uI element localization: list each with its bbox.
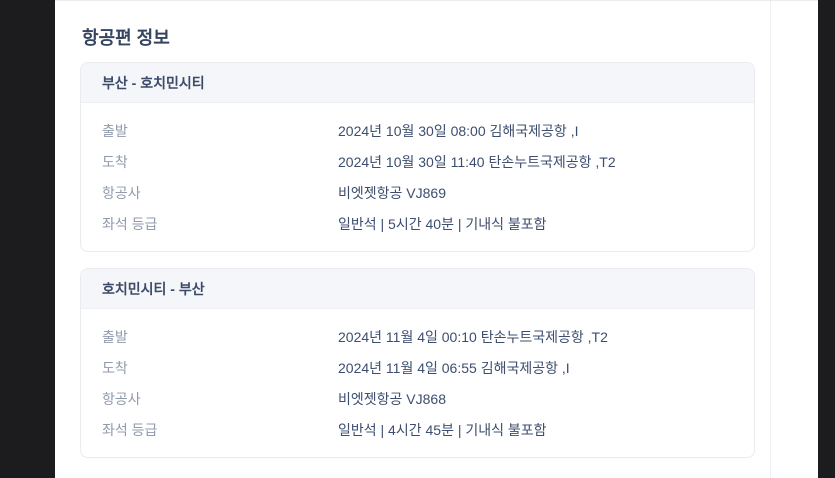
seat-class-label: 좌석 등급 <box>102 215 158 232</box>
departure-value: 2024년 10월 30일 08:00 김해국제공항 ,I <box>338 122 579 139</box>
arrival-label: 도착 <box>102 153 128 170</box>
flight-details-return: 출발 2024년 11월 4일 00:10 탄손누트국제공항 ,T2 도착 20… <box>81 309 754 457</box>
arrival-value: 2024년 10월 30일 11:40 탄손누트국제공항 ,T2 <box>338 153 616 170</box>
airline-value: 비엣젯항공 VJ868 <box>338 390 446 407</box>
table-row: 좌석 등급 일반석 | 4시간 45분 | 기내식 불포함 <box>102 414 733 445</box>
flight-card-return: 호치민시티 - 부산 출발 2024년 11월 4일 00:10 탄손누트국제공… <box>80 268 755 458</box>
route-label: 호치민시티 - 부산 <box>102 280 205 297</box>
departure-value: 2024년 11월 4일 00:10 탄손누트국제공항 ,T2 <box>338 328 608 345</box>
airline-value: 비엣젯항공 VJ869 <box>338 184 446 201</box>
seat-class-value: 일반석 | 4시간 45분 | 기내식 불포함 <box>338 421 547 438</box>
route-header-return: 호치민시티 - 부산 <box>81 269 754 309</box>
table-row: 도착 2024년 10월 30일 11:40 탄손누트국제공항 ,T2 <box>102 146 733 177</box>
table-row: 출발 2024년 10월 30일 08:00 김해국제공항 ,I <box>102 115 733 146</box>
content-area: 항공편 정보 부산 - 호치민시티 출발 2024년 10월 30일 08:00… <box>55 0 818 478</box>
content-edge-divider <box>770 1 771 478</box>
flight-info-panel: 항공편 정보 부산 - 호치민시티 출발 2024년 10월 30일 08:00… <box>80 28 755 474</box>
route-header-outbound: 부산 - 호치민시티 <box>81 63 754 103</box>
table-row: 출발 2024년 11월 4일 00:10 탄손누트국제공항 ,T2 <box>102 321 733 352</box>
departure-label: 출발 <box>102 122 128 139</box>
flight-details-outbound: 출발 2024년 10월 30일 08:00 김해국제공항 ,I 도착 2024… <box>81 103 754 251</box>
airline-label: 항공사 <box>102 184 141 201</box>
airline-label: 항공사 <box>102 390 141 407</box>
table-row: 도착 2024년 11월 4일 06:55 김해국제공항 ,I <box>102 352 733 383</box>
departure-label: 출발 <box>102 328 128 345</box>
page-title: 항공편 정보 <box>82 28 170 48</box>
seat-class-value: 일반석 | 5시간 40분 | 기내식 불포함 <box>338 215 547 232</box>
table-row: 항공사 비엣젯항공 VJ868 <box>102 383 733 414</box>
route-label: 부산 - 호치민시티 <box>102 74 205 91</box>
arrival-value: 2024년 11월 4일 06:55 김해국제공항 ,I <box>338 359 570 376</box>
table-row: 항공사 비엣젯항공 VJ869 <box>102 177 733 208</box>
table-row: 좌석 등급 일반석 | 5시간 40분 | 기내식 불포함 <box>102 208 733 239</box>
seat-class-label: 좌석 등급 <box>102 421 158 438</box>
arrival-label: 도착 <box>102 359 128 376</box>
flight-card-outbound: 부산 - 호치민시티 출발 2024년 10월 30일 08:00 김해국제공항… <box>80 62 755 252</box>
